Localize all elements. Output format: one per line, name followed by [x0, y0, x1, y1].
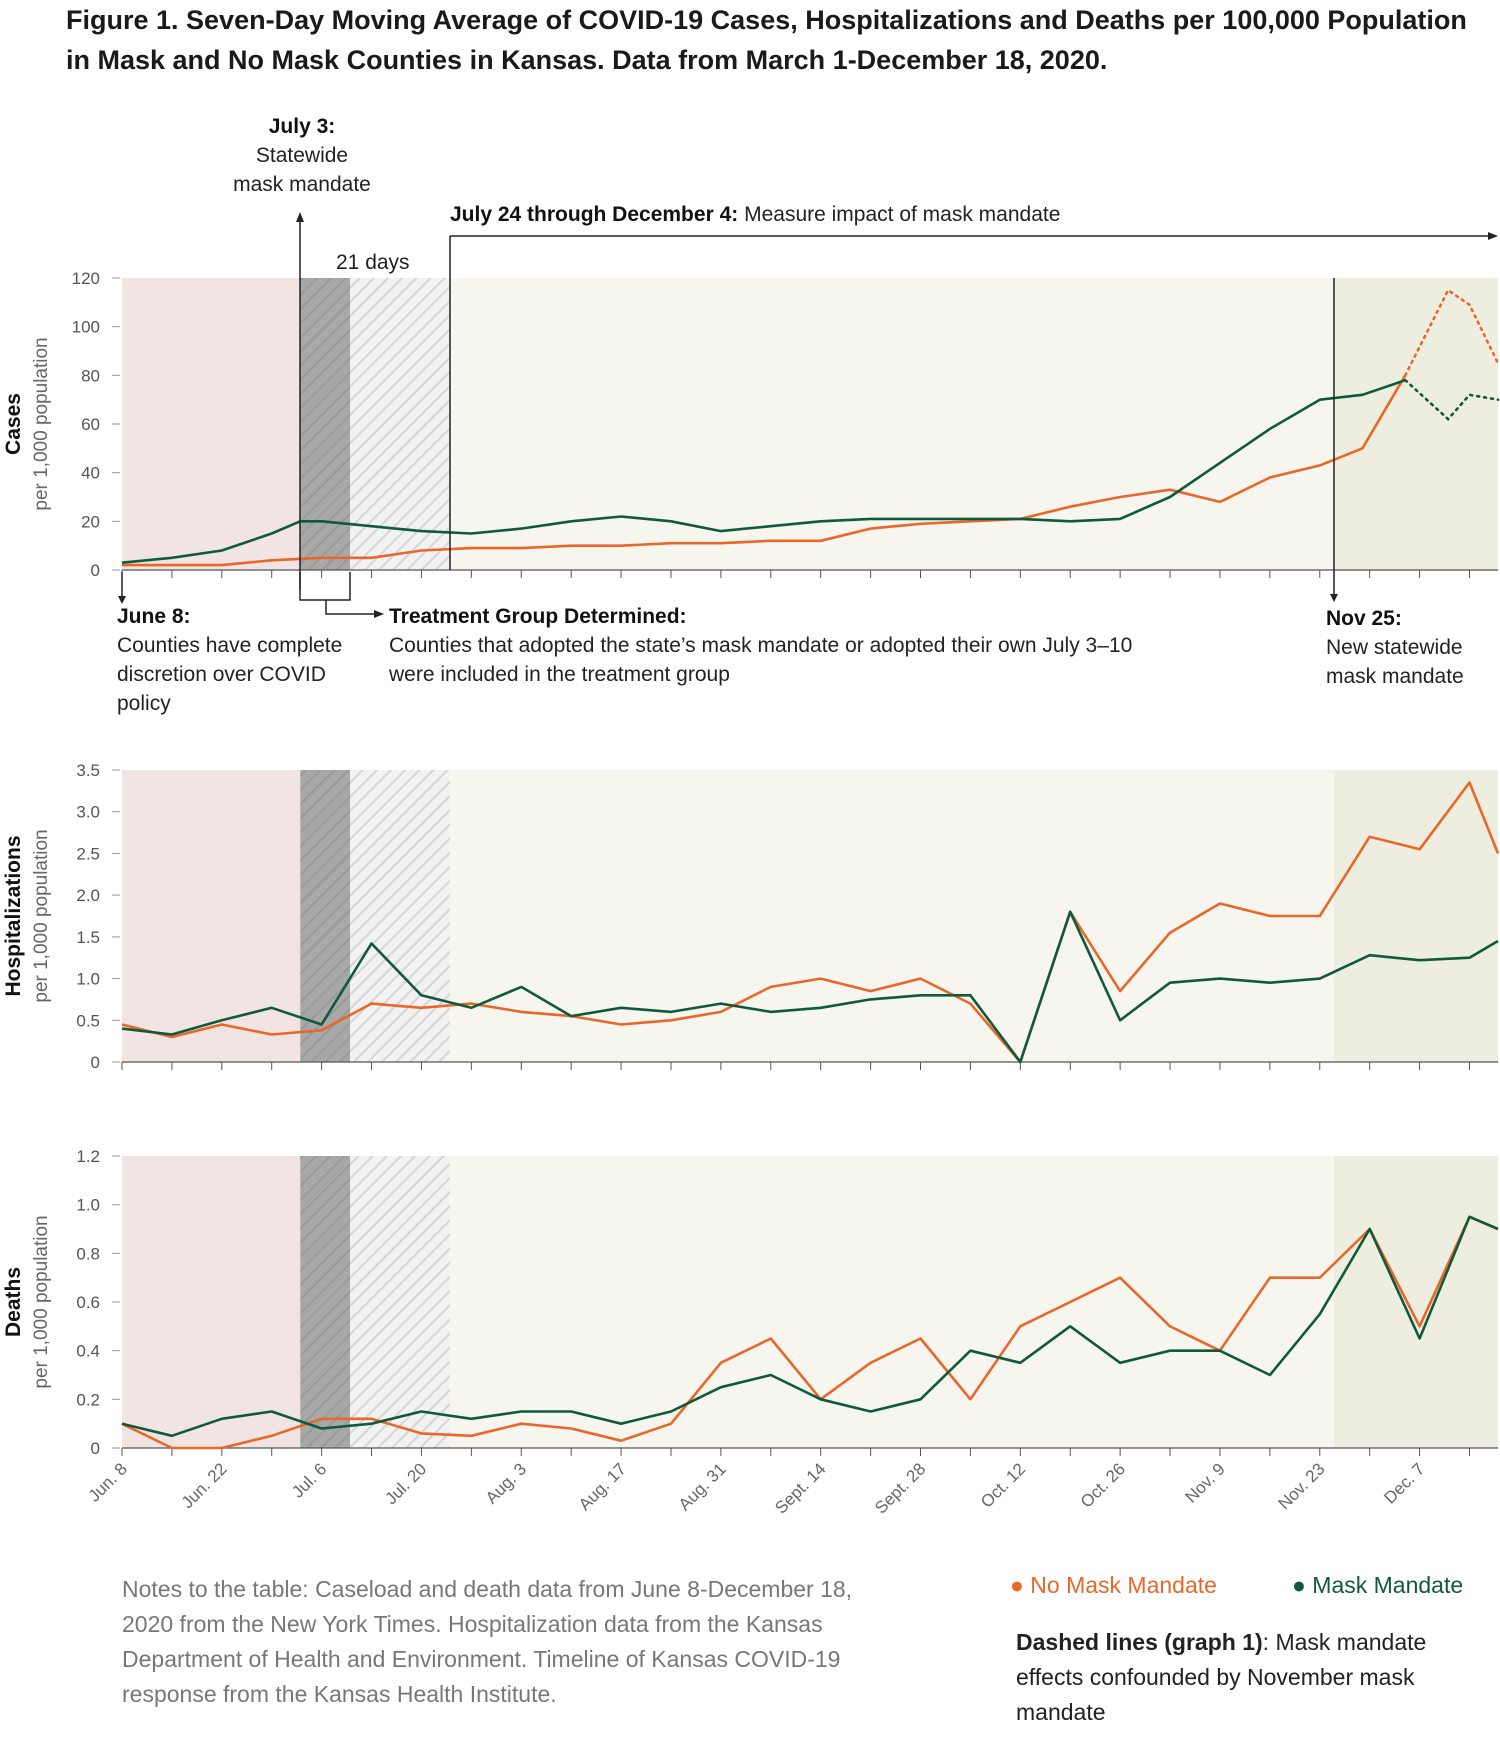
treatment-window-band [300, 770, 351, 1062]
legend-no-mask-label: No Mask Mandate [1030, 1572, 1217, 1598]
x-tick-label: Jul. 6 [288, 1459, 330, 1501]
chart-panel-2: 0 0.2 0.4 0.6 0.8 1.0 1.2 Deaths per 1,000 popul… [2, 1147, 1499, 1458]
treatment-text: Counties that adopted the state’s mask m… [389, 634, 1133, 686]
days21-label: 21 days [336, 251, 410, 274]
lag-period-band [350, 278, 450, 570]
pre-period-band [122, 278, 301, 570]
y-tick-label: 0 [91, 1053, 100, 1072]
treatment-window-band [300, 1156, 351, 1448]
nov25-text: New statewide mask mandate [1326, 636, 1464, 688]
legend-dot-icon: ● [1292, 1572, 1306, 1598]
chart-title: Figure 1. Seven-Day Moving Average of CO… [66, 5, 1467, 75]
measure-period-band [449, 770, 1335, 1062]
chart-panel-1: 0 0.5 1.0 1.5 2.0 2.5 3.0 3.5 Hospitalizations pe… [2, 761, 1500, 1072]
june8-text: Counties have complete discretion over C… [117, 634, 343, 715]
measure-period-band [449, 1156, 1335, 1448]
measure-title: July 24 through December 4: [450, 203, 739, 226]
notes-text: Notes to the table: Caseload and death d… [122, 1576, 853, 1707]
legend-mask: ● Mask Mandate [1292, 1572, 1463, 1599]
post-period-band [1334, 770, 1498, 1062]
y-tick-label: 2.0 [76, 886, 100, 905]
pre-period-band [122, 770, 301, 1062]
y-axis-subtitle: per 1,000 population [31, 1215, 52, 1388]
y-tick-label: 80 [81, 366, 100, 385]
y-tick-label: 0 [91, 1439, 100, 1458]
x-tick-label: Jun. 22 [178, 1459, 231, 1512]
y-tick-label: 0.2 [76, 1390, 100, 1409]
treatment-window-band [300, 278, 351, 570]
y-tick-label: 0.4 [76, 1342, 100, 1361]
dashed-note-bold: Dashed lines (graph 1) [1016, 1629, 1263, 1655]
y-axis-title: Deaths [2, 1267, 25, 1337]
x-tick-label: Sept. 14 [771, 1459, 829, 1517]
measure-annotation: July 24 through December 4: Measure impa… [450, 200, 1490, 229]
y-tick-label: 0 [91, 561, 100, 580]
x-tick-label: Sept. 28 [871, 1459, 929, 1517]
series-dashed-line-mask [1404, 378, 1500, 421]
y-tick-label: 100 [72, 318, 100, 337]
lag-period-band [350, 1156, 450, 1448]
july3-text: Statewide mask mandate [233, 144, 371, 196]
lag-period-band [350, 770, 450, 1062]
y-tick-label: 20 [81, 512, 100, 531]
measure-text: Measure impact of mask mandate [744, 203, 1061, 226]
legend-dot-icon: ● [1010, 1572, 1024, 1598]
series-dashed-line-no-mask [1404, 288, 1500, 377]
y-tick-label: 0.6 [76, 1293, 100, 1312]
y-tick-label: 0.8 [76, 1244, 100, 1263]
x-tick-label: Nov. 23 [1275, 1459, 1329, 1513]
post-period-band [1334, 278, 1498, 570]
pre-period-band [122, 1156, 301, 1448]
legend-mask-label: Mask Mandate [1312, 1572, 1464, 1598]
y-tick-label: 0.5 [76, 1011, 100, 1030]
y-axis-title: Hospitalizations [2, 835, 25, 996]
dashed-lines-note: Dashed lines (graph 1): Mask mandate eff… [1016, 1625, 1486, 1730]
x-tick-label: Aug. 3 [482, 1459, 530, 1507]
series-line-mask [121, 1215, 1499, 1438]
nov25-annotation: Nov 25: New statewide mask mandate [1326, 604, 1496, 691]
x-tick-label: Nov. 9 [1181, 1459, 1228, 1506]
measure-period-band [449, 278, 1335, 570]
y-tick-label: 2.5 [76, 844, 100, 863]
x-tick-label: Aug. 31 [675, 1459, 730, 1514]
dashed-note-text: : Mask mandate effects confounded by Nov… [1016, 1629, 1427, 1725]
july3-title: July 3: [268, 115, 336, 138]
x-tick-label: Aug. 17 [575, 1459, 630, 1514]
post-period-band [1334, 1156, 1498, 1448]
chart-panel-0: 0 20 40 60 80 100 120 Cases per 1,000 population [2, 269, 1500, 580]
june8-title: June 8: [117, 605, 191, 628]
treatment-annotation: Treatment Group Determined: Counties tha… [389, 602, 1179, 689]
y-tick-label: 1.2 [76, 1147, 100, 1166]
x-tick-label: Dec. 7 [1380, 1459, 1428, 1507]
series-line-no-mask [122, 374, 1407, 567]
y-tick-label: 60 [81, 415, 100, 434]
y-tick-label: 3.0 [76, 803, 100, 822]
treatment-title: Treatment Group Determined: [389, 605, 687, 628]
y-axis-title: Cases [2, 393, 25, 455]
y-tick-label: 3.5 [76, 761, 100, 780]
series-line-mask [121, 910, 1499, 1064]
x-tick-label: Jul. 20 [381, 1459, 430, 1508]
july3-annotation: July 3: Statewide mask mandate [232, 112, 372, 199]
june8-annotation: June 8: Counties have complete discretio… [117, 602, 357, 718]
y-tick-label: 1.5 [76, 928, 100, 947]
series-line-no-mask [121, 781, 1500, 1064]
y-tick-label: 1.0 [76, 1196, 100, 1215]
y-axis-subtitle: per 1,000 population [31, 337, 52, 510]
legend-no-mask: ● No Mask Mandate [1010, 1572, 1217, 1599]
y-tick-label: 1.0 [76, 970, 100, 989]
series-line-mask [121, 378, 1406, 564]
x-tick-label: Oct. 12 [977, 1459, 1029, 1511]
y-tick-label: 120 [72, 269, 100, 288]
x-tick-label: Jun. 8 [85, 1459, 131, 1505]
x-tick-label: Oct. 26 [1077, 1459, 1129, 1511]
y-tick-label: 40 [81, 464, 100, 483]
nov25-title: Nov 25: [1326, 607, 1402, 630]
y-axis-subtitle: per 1,000 population [31, 829, 52, 1002]
